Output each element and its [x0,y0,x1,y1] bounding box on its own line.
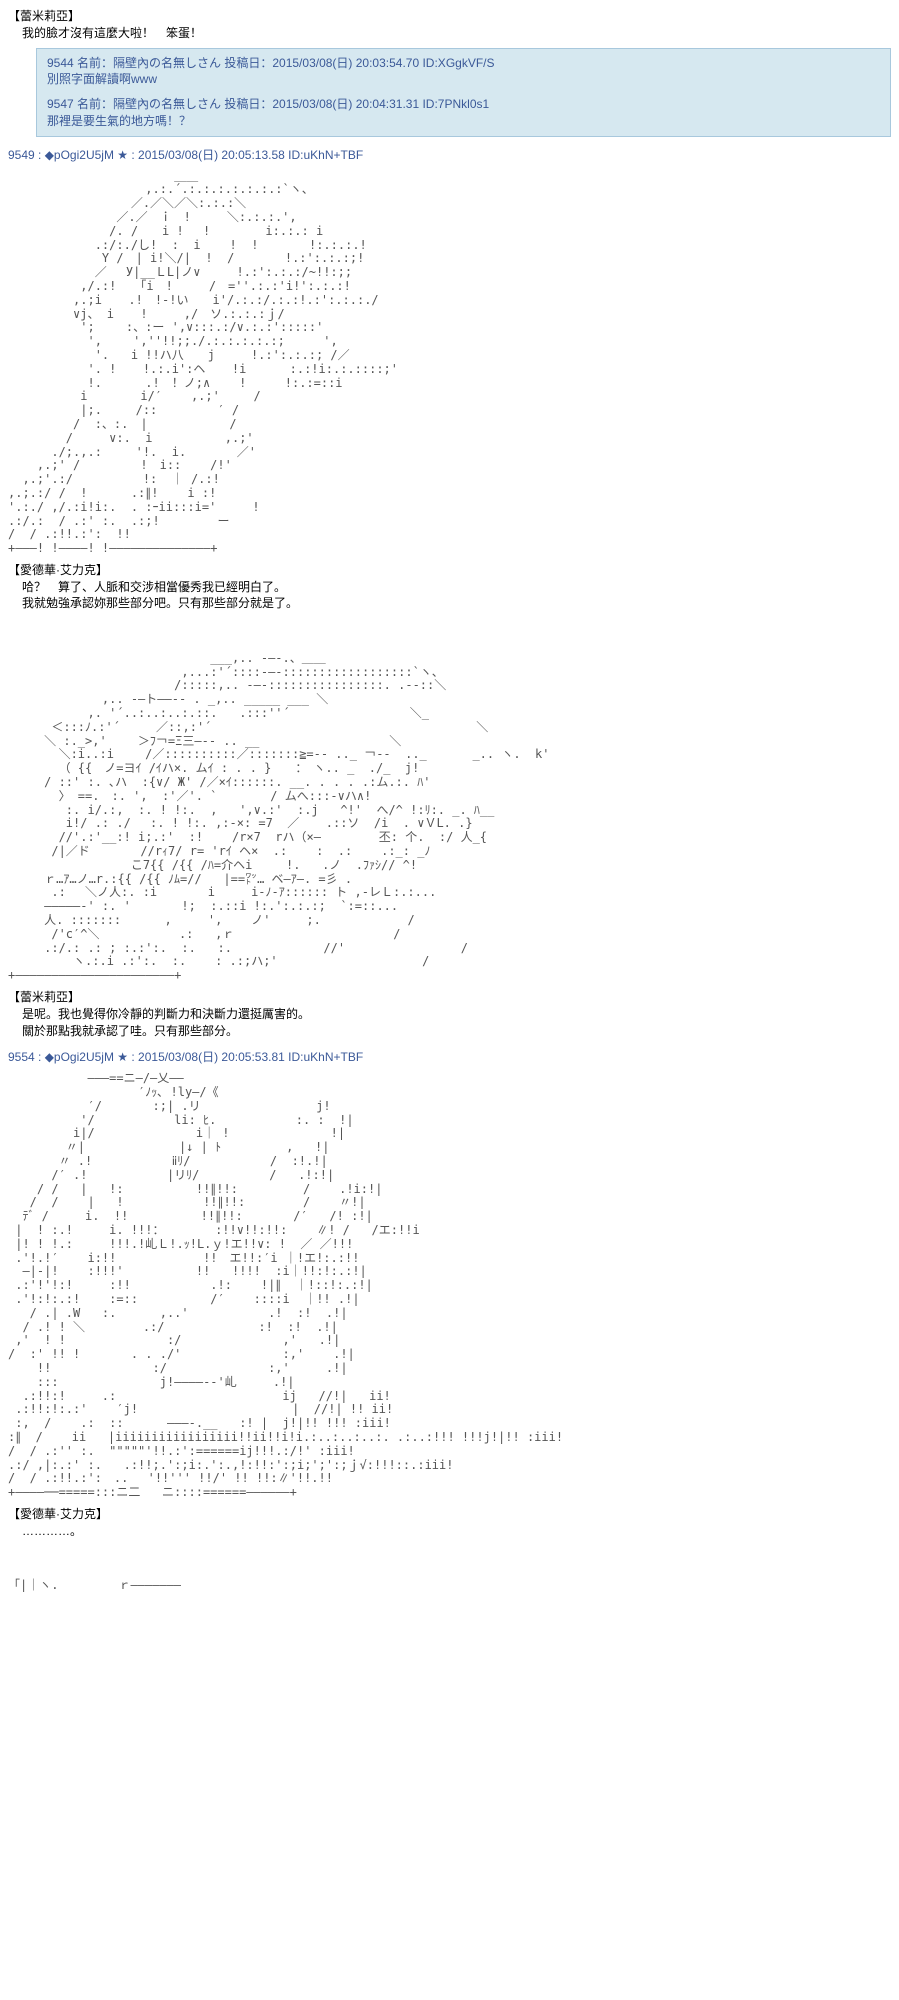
character-label: 【蕾米莉亞】 [8,989,891,1006]
character-label: 【蕾米莉亞】 [8,8,891,25]
quoted-replies-box: 9544 名前：隔壁內の名無しさん 投稿日：2015/03/08(日) 20:0… [36,48,891,137]
character-label: 【愛德華·艾力克】 [8,1506,891,1523]
ascii-art-fragment: 「|｜ヽ. ｒ――――――― [8,1579,891,1593]
quote-header: 9544 名前：隔壁內の名無しさん 投稿日：2015/03/08(日) 20:0… [47,55,880,72]
quote-header: 9547 名前：隔壁內の名無しさん 投稿日：2015/03/08(日) 20:0… [47,96,880,113]
quote-body: 那裡是要生氣的地方嗎！？ [47,113,880,130]
dialogue-line: 關於那點我就承認了哇。只有那些部分。 [22,1023,891,1040]
post-header: 9549 : ◆pOgi2U5jM ★ : 2015/03/08(日) 20:0… [8,147,891,164]
post-header: 9554 : ◆pOgi2U5jM ★ : 2015/03/08(日) 20:0… [8,1049,891,1066]
dialogue-line: 是呢。我也覺得你冷靜的判斷力和決斷力還挺厲害的。 [22,1006,891,1023]
dialogue-line: 哈？ 算了、人脈和交涉相當優秀我已經明白了。 [22,579,891,596]
dialogue-line: …………。 [22,1523,891,1540]
dialogue-line: 我的臉才沒有這麼大啦！ 笨蛋！ [22,25,891,42]
ascii-art: ―――==ニ―/―乂―― ′ﾉｯ､ !ly―/《 ′/ :;| .リ j! '/… [8,1072,891,1500]
ascii-art: ＿＿ ,.:.´.:.:.:.:.:.:.:`ヽ、 ／.／＼／＼:.:.:＼ ／… [8,170,891,556]
character-label: 【愛德華·艾力克】 [8,562,891,579]
quote-body: 別照字面解讀啊www [47,71,880,88]
ascii-art: ___,.. -―-.、＿＿ ,...:'´::::-―-:::::::::::… [8,652,891,983]
dialogue-line: 我就勉強承認妳那些部分吧。只有那些部分就是了。 [22,595,891,612]
